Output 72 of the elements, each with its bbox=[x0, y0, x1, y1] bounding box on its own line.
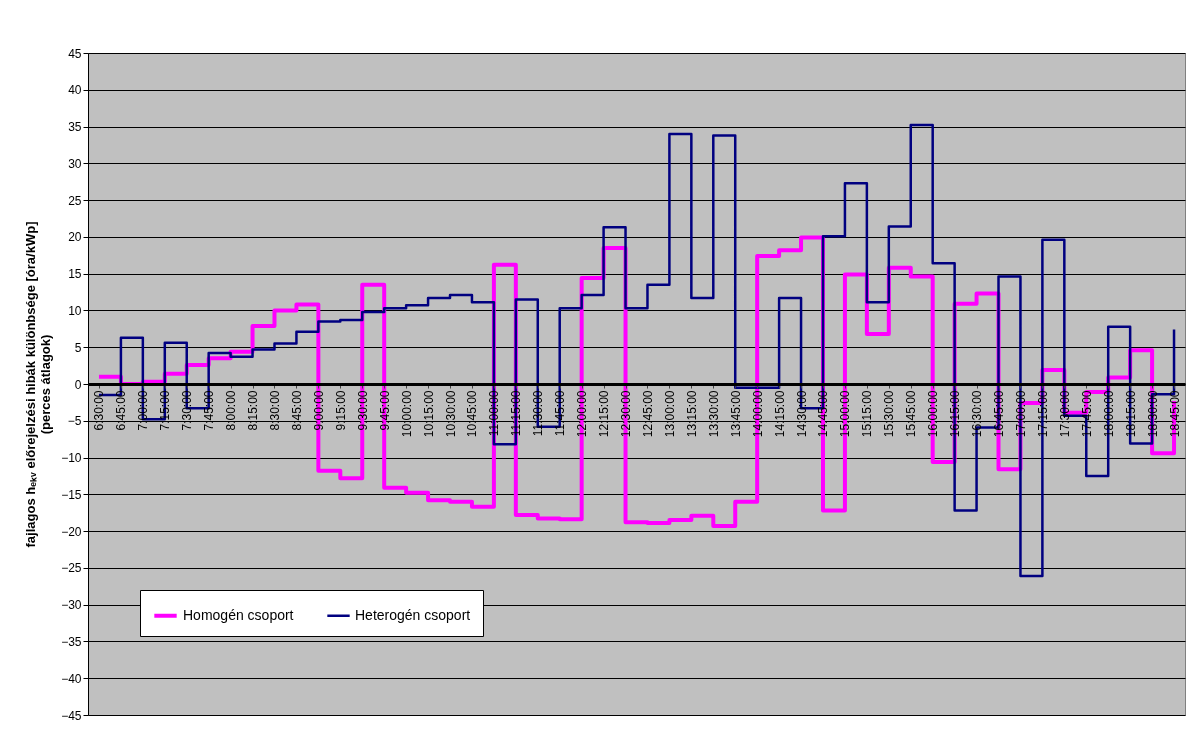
x-tick-label: 16:00:00 bbox=[926, 390, 941, 438]
y-tick-label: −30 bbox=[61, 598, 82, 613]
y-tick-label: 10 bbox=[68, 303, 82, 318]
x-tick-label: 15:00:00 bbox=[838, 390, 853, 438]
y-tick-label: 20 bbox=[68, 230, 82, 245]
y-tick-label: −25 bbox=[61, 561, 82, 576]
x-tick-label: 15:45:00 bbox=[904, 390, 919, 438]
y-tick-label: −35 bbox=[61, 634, 82, 649]
x-tick-label: 16:45:00 bbox=[992, 390, 1007, 438]
x-tick-label: 12:00:00 bbox=[575, 390, 590, 438]
x-tick-label: 7:30:00 bbox=[180, 390, 195, 431]
x-tick-label: 17:45:00 bbox=[1079, 390, 1094, 438]
x-tick-label: 16:30:00 bbox=[970, 390, 985, 438]
x-tick-label: 16:15:00 bbox=[948, 390, 963, 438]
y-tick-label: −20 bbox=[61, 524, 82, 539]
x-tick-label: 8:45:00 bbox=[289, 390, 304, 431]
x-tick-label: 13:15:00 bbox=[684, 390, 699, 438]
x-tick-label: 11:45:00 bbox=[553, 390, 568, 437]
x-tick-label: 13:30:00 bbox=[706, 390, 721, 438]
x-tick-label: 18:45:00 bbox=[1167, 390, 1182, 438]
x-tick-label: 10:45:00 bbox=[465, 390, 480, 438]
y-tick-label: 45 bbox=[68, 46, 82, 61]
x-tick-label: 17:15:00 bbox=[1035, 390, 1050, 438]
x-tick-label: 7:45:00 bbox=[202, 390, 217, 431]
x-tick-label: 10:15:00 bbox=[421, 390, 436, 438]
x-tick-label: 14:30:00 bbox=[794, 390, 809, 438]
x-tick-label: 13:45:00 bbox=[728, 390, 743, 438]
x-tick-label: 9:30:00 bbox=[355, 390, 370, 431]
y-tick-label: −15 bbox=[61, 487, 82, 502]
x-tick-label: 9:45:00 bbox=[377, 390, 392, 431]
legend-label: Heterogén csoport bbox=[355, 606, 471, 623]
x-tick-label: 12:30:00 bbox=[619, 390, 634, 438]
x-tick-label: 8:15:00 bbox=[246, 390, 261, 431]
y-axis-title: fajlagos hₑₖᵥ előrejelzési hibák különbsége [óra/kWp] (perces átlagok) bbox=[23, 221, 54, 548]
y-tick-label: 15 bbox=[68, 267, 82, 282]
x-tick-label: 18:30:00 bbox=[1145, 390, 1160, 438]
x-tick-label: 9:00:00 bbox=[311, 390, 326, 431]
y-tick-label: −10 bbox=[61, 451, 82, 466]
x-tick-label: 10:00:00 bbox=[399, 390, 414, 438]
x-tick-label: 8:00:00 bbox=[224, 390, 239, 431]
x-tick-label: 14:45:00 bbox=[816, 390, 831, 438]
x-tick-label: 18:15:00 bbox=[1123, 390, 1138, 438]
x-tick-label: 14:15:00 bbox=[772, 390, 787, 438]
x-tick-label: 15:15:00 bbox=[860, 390, 875, 438]
x-tick-label: 8:30:00 bbox=[267, 390, 282, 431]
x-tick-label: 15:30:00 bbox=[882, 390, 897, 438]
y-tick-label: 0 bbox=[74, 377, 82, 392]
x-tick-label: 12:15:00 bbox=[597, 390, 612, 438]
y-tick-label: 30 bbox=[68, 156, 82, 171]
y-tick-label: −40 bbox=[61, 671, 82, 686]
x-tick-label: 13:00:00 bbox=[662, 390, 677, 438]
x-tick-label: 11:00:00 bbox=[487, 390, 502, 437]
x-tick-label: 6:30:00 bbox=[92, 390, 107, 431]
x-tick-label: 11:30:00 bbox=[531, 390, 546, 437]
x-tick-label: 14:00:00 bbox=[750, 390, 765, 438]
y-tick-label: −45 bbox=[61, 708, 82, 723]
x-tick-label: 11:15:00 bbox=[509, 390, 524, 437]
y-tick-label: −5 bbox=[67, 414, 82, 429]
y-tick-label: 35 bbox=[68, 120, 82, 135]
x-tick-label: 7:00:00 bbox=[136, 390, 151, 431]
x-tick-label: 17:00:00 bbox=[1013, 390, 1028, 438]
legend-label: Homogén csoport bbox=[183, 606, 294, 623]
x-tick-label: 18:00:00 bbox=[1101, 390, 1116, 438]
y-tick-label: 25 bbox=[68, 193, 82, 208]
y-tick-label: 5 bbox=[74, 340, 82, 355]
x-tick-label: 7:15:00 bbox=[158, 390, 173, 431]
x-tick-label: 9:15:00 bbox=[333, 390, 348, 431]
x-tick-label: 10:30:00 bbox=[443, 390, 458, 438]
y-tick-label: 40 bbox=[68, 83, 82, 98]
x-tick-label: 12:45:00 bbox=[640, 390, 655, 438]
x-tick-label: 6:45:00 bbox=[114, 390, 129, 431]
x-tick-label: 17:30:00 bbox=[1057, 390, 1072, 438]
